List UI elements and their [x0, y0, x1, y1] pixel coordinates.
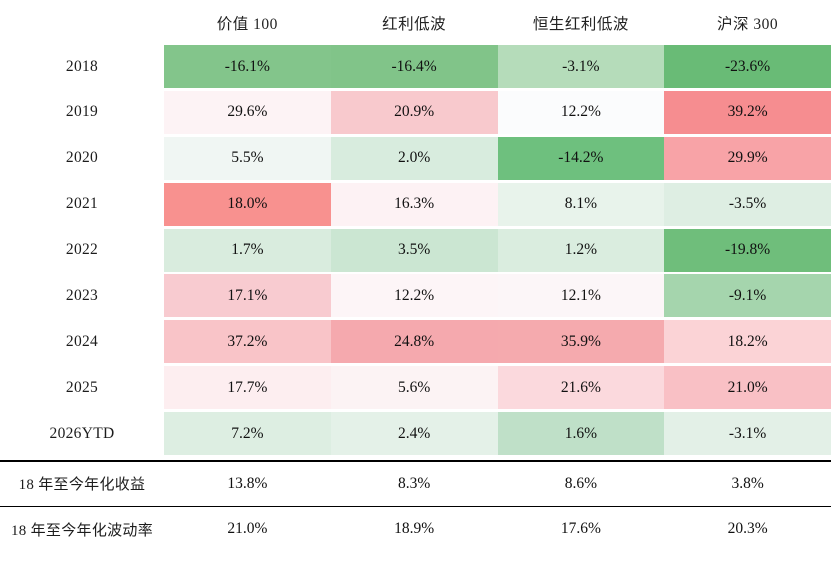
summary-value: 17.6%	[560, 520, 601, 537]
heatmap-cell: 21.6%	[497, 366, 665, 410]
row-label: 2021	[65, 195, 99, 213]
summary-value: 8.3%	[397, 474, 431, 492]
row-label: 2018	[65, 57, 99, 75]
annualized-return-row: 18 年至今年化收益 13.8% 8.3% 8.6% 3.8%	[0, 462, 831, 506]
table-row: 2023 17.1% 12.2% 12.1% -9.1%	[0, 274, 831, 318]
table-row: 2026YTD 7.2% 2.4% 1.6% -3.1%	[0, 412, 831, 456]
summary-value: 18.9%	[394, 520, 435, 537]
summary-mid-rule	[0, 505, 831, 507]
heatmap-cell: 1.6%	[497, 412, 665, 456]
column-header: 恒生红利低波	[532, 15, 629, 33]
table-row: 2024 37.2% 24.8% 35.9% 18.2%	[0, 320, 831, 364]
column-header: 红利低波	[382, 15, 447, 33]
summary-value: 21.0%	[227, 520, 268, 537]
heatmap-cell: 21.0%	[664, 366, 831, 410]
summary-value: 20.3%	[727, 520, 768, 537]
table-row: 2021 18.0% 16.3% 8.1% -3.5%	[0, 182, 831, 226]
heatmap-grid: 2018 -16.1% -16.4% -3.1% -23.6% 2019 29.6% 20.9…	[0, 45, 831, 458]
row-label: 2019	[65, 103, 99, 121]
heatmap-cell: 7.2%	[164, 412, 331, 456]
heatmap-cell: -23.6%	[664, 45, 831, 88]
heatmap-cell: 29.6%	[164, 90, 331, 134]
row-label: 2023	[65, 286, 99, 304]
heatmap-cell: 16.3%	[330, 182, 498, 226]
row-label: 2020	[65, 149, 99, 167]
heatmap-cell: 12.2%	[330, 274, 498, 318]
heatmap-cell: 24.8%	[330, 320, 498, 364]
row-label: 2022	[65, 241, 99, 259]
heatmap-cell: 2.0%	[330, 136, 498, 180]
table-row: 2022 1.7% 3.5% 1.2% -19.8%	[0, 228, 831, 272]
row-label: 2026YTD	[49, 424, 115, 442]
row-label: 2025	[65, 378, 99, 396]
summary-top-rule	[0, 460, 831, 462]
table-row: 2025 17.7% 5.6% 21.6% 21.0%	[0, 366, 831, 410]
heatmap-cell: 5.6%	[330, 366, 498, 410]
heatmap-cell: -16.4%	[330, 45, 498, 88]
heatmap-cell: -9.1%	[664, 274, 831, 318]
annualized-volatility-row: 18 年至今年化波动率 21.0% 18.9% 17.6% 20.3%	[0, 507, 831, 551]
table-row: 2019 29.6% 20.9% 12.2% 39.2%	[0, 90, 831, 134]
heatmap-cell: 2.4%	[330, 412, 498, 456]
heatmap-cell: 39.2%	[664, 90, 831, 134]
heatmap-cell: 37.2%	[164, 320, 331, 364]
heatmap-cell: -14.2%	[497, 136, 665, 180]
summary-row-label: 18 年至今年化波动率	[10, 522, 154, 539]
table-row: 2018 -16.1% -16.4% -3.1% -23.6%	[0, 45, 831, 88]
heatmap-cell: 18.0%	[164, 182, 331, 226]
heatmap-cell: 12.2%	[497, 90, 665, 134]
heatmap-cell: -3.1%	[664, 412, 831, 456]
heatmap-cell: 18.2%	[664, 320, 831, 364]
heatmap-cell: 20.9%	[330, 90, 498, 134]
heatmap-cell: -19.8%	[664, 228, 831, 272]
heatmap-cell: 3.5%	[330, 228, 498, 272]
heatmap-cell: 1.7%	[164, 228, 331, 272]
heatmap-cell: 35.9%	[497, 320, 665, 364]
heatmap-cell: 17.1%	[164, 274, 331, 318]
column-headers: 价值 100 红利低波 恒生红利低波 沪深 300	[164, 0, 831, 45]
heatmap-cell: -3.5%	[664, 182, 831, 226]
column-header: 沪深 300	[717, 15, 779, 33]
table-row: 2020 5.5% 2.0% -14.2% 29.9%	[0, 136, 831, 180]
heatmap-cell: 5.5%	[164, 136, 331, 180]
summary-value: 8.6%	[564, 474, 598, 492]
heatmap-cell: 8.1%	[497, 182, 665, 226]
heatmap-cell: -16.1%	[164, 45, 331, 88]
heatmap-cell: 1.2%	[497, 228, 665, 272]
summary-value: 3.8%	[731, 474, 764, 492]
heatmap-cell: 12.1%	[497, 274, 665, 318]
column-header: 价值 100	[216, 15, 278, 33]
heatmap-cell: 29.9%	[664, 136, 831, 180]
heatmap-cell: -3.1%	[497, 45, 665, 88]
heatmap-cell: 17.7%	[164, 366, 331, 410]
summary-row-label: 18 年至今年化收益	[18, 477, 146, 493]
summary-value: 13.8%	[227, 474, 268, 492]
row-label: 2024	[65, 332, 99, 350]
